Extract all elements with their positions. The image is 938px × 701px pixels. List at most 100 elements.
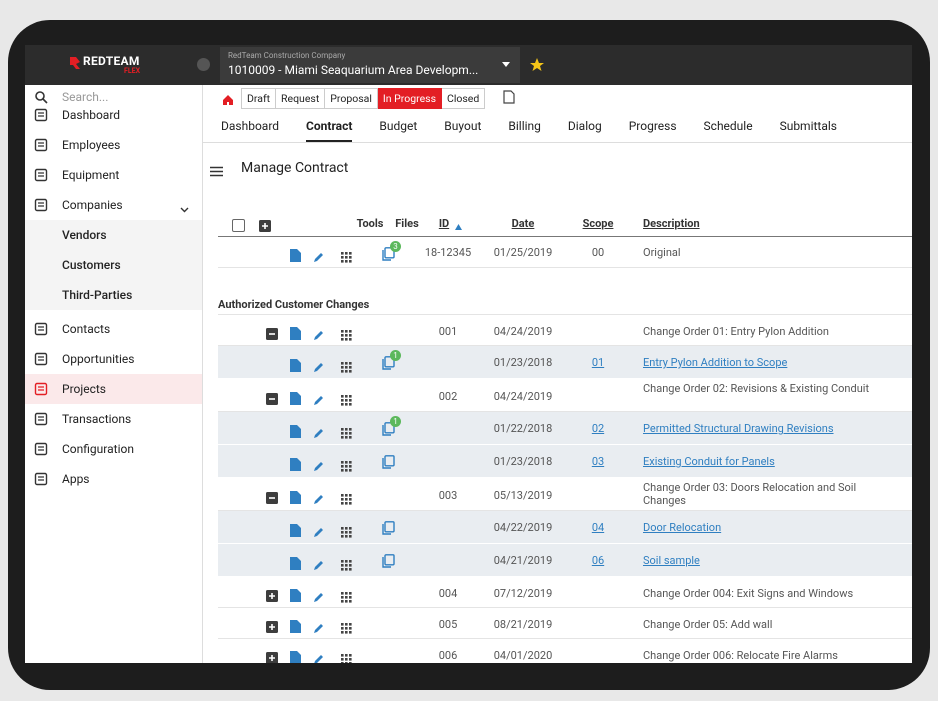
nav-item[interactable]: Projects	[25, 374, 202, 404]
nav-item[interactable]: Apps	[25, 464, 202, 494]
tools-icon[interactable]	[341, 523, 352, 538]
tab[interactable]: Budget	[379, 119, 418, 133]
document-icon[interactable]	[290, 649, 301, 663]
nav-item[interactable]: Equipment	[25, 160, 202, 190]
expand-button[interactable]	[266, 587, 278, 602]
home-icon[interactable]	[222, 91, 234, 105]
document-icon[interactable]	[290, 247, 301, 262]
status-step[interactable]: In Progress	[377, 88, 442, 109]
edit-icon[interactable]	[313, 326, 324, 340]
status-step[interactable]: Closed	[442, 88, 486, 109]
tab[interactable]: Submittals	[779, 119, 837, 133]
nav-item[interactable]: Dashboard	[25, 100, 202, 130]
tools-icon[interactable]	[341, 391, 352, 406]
tools-icon[interactable]	[341, 556, 352, 571]
document-icon[interactable]	[290, 357, 301, 372]
files-icon[interactable]	[382, 246, 395, 261]
tab[interactable]: Dashboard	[221, 119, 280, 133]
favorite-star[interactable]	[530, 58, 544, 72]
column-label: Files	[395, 217, 419, 230]
files-icon[interactable]	[382, 520, 395, 535]
submenu-item[interactable]: Third-Parties	[25, 280, 202, 310]
edit-icon[interactable]	[313, 650, 324, 663]
row-description[interactable]: Door Relocation	[643, 521, 722, 534]
tab[interactable]: Billing	[508, 119, 541, 133]
collapse-button[interactable]	[266, 390, 278, 405]
files-icon[interactable]	[382, 421, 395, 436]
tab[interactable]: Progress	[628, 119, 677, 133]
edit-icon[interactable]	[313, 619, 324, 633]
collapse-button[interactable]	[197, 58, 210, 71]
nav-icon	[34, 138, 48, 152]
document-icon[interactable]	[290, 390, 301, 405]
nav-item[interactable]: Transactions	[25, 404, 202, 434]
document-icon[interactable]	[290, 587, 301, 602]
edit-icon[interactable]	[313, 556, 324, 570]
row-description[interactable]: Permitted Structural Drawing Revisions	[643, 422, 834, 435]
change-item-row: 04/22/2019 04 Door Relocation	[218, 511, 912, 544]
edit-icon[interactable]	[313, 358, 324, 372]
tab[interactable]: Buyout	[444, 119, 482, 133]
document-icon[interactable]	[290, 325, 301, 340]
document-icon[interactable]	[290, 423, 301, 438]
expand-button[interactable]	[266, 618, 278, 633]
tools-icon[interactable]	[341, 490, 352, 505]
expand-button[interactable]	[266, 649, 278, 663]
nav-item[interactable]: Contacts	[25, 314, 202, 344]
files-icon[interactable]	[382, 454, 395, 469]
row-description[interactable]: Existing Conduit for Panels	[643, 455, 775, 468]
expand-button[interactable]	[259, 217, 271, 232]
edit-icon[interactable]	[313, 424, 324, 438]
edit-icon[interactable]	[313, 391, 324, 405]
collapse-button[interactable]	[266, 489, 278, 504]
edit-icon[interactable]	[313, 457, 324, 471]
column-header[interactable]: Description	[643, 217, 700, 230]
status-step[interactable]: Draft	[242, 88, 277, 109]
nav-item[interactable]: Opportunities	[25, 344, 202, 374]
nav-label: Third-Parties	[62, 288, 133, 302]
tools-icon[interactable]	[341, 619, 352, 634]
collapse-button[interactable]	[266, 325, 278, 340]
edit-icon[interactable]	[313, 248, 324, 262]
status-step[interactable]: Request	[276, 88, 326, 109]
submenu-item[interactable]: Customers	[25, 250, 202, 280]
tools-icon[interactable]	[341, 588, 352, 603]
document-icon[interactable]	[290, 618, 301, 633]
project-selector[interactable]: RedTeam Construction Company 1010009 - M…	[220, 47, 520, 83]
tab[interactable]: Dialog	[567, 119, 602, 133]
row-date: 04/21/2019	[493, 554, 553, 567]
tools-icon[interactable]	[341, 248, 352, 263]
tab[interactable]: Schedule	[703, 119, 753, 133]
edit-icon[interactable]	[313, 523, 324, 537]
menu-icon[interactable]	[210, 162, 223, 177]
column-header[interactable]: Scope	[573, 217, 623, 230]
column-header[interactable]: Date	[498, 217, 548, 230]
select-all-checkbox[interactable]	[232, 217, 245, 232]
row-description[interactable]: Entry Pylon Addition to Scope	[643, 356, 788, 369]
row-description[interactable]: Soil sample	[643, 554, 700, 567]
document-icon[interactable]	[290, 522, 301, 537]
company-name: RedTeam Construction Company	[228, 51, 346, 60]
files-icon[interactable]	[382, 355, 395, 370]
tools-icon[interactable]	[341, 358, 352, 373]
search-input[interactable]: Search...	[62, 90, 109, 104]
edit-icon[interactable]	[313, 588, 324, 602]
document-icon[interactable]	[290, 555, 301, 570]
document-icon[interactable]	[290, 489, 301, 504]
nav-item[interactable]: Companies	[25, 190, 202, 220]
tools-icon[interactable]	[341, 650, 352, 663]
edit-icon[interactable]	[313, 490, 324, 504]
tools-icon[interactable]	[341, 457, 352, 472]
nav-item[interactable]: Configuration	[25, 434, 202, 464]
tools-icon[interactable]	[341, 326, 352, 341]
tools-icon[interactable]	[341, 424, 352, 439]
document-icon[interactable]	[290, 456, 301, 471]
nav-label: Vendors	[62, 228, 107, 242]
status-doc-icon[interactable]	[503, 89, 515, 104]
files-icon[interactable]	[382, 553, 395, 568]
status-step[interactable]: Proposal	[325, 88, 378, 109]
tab[interactable]: Contract	[306, 119, 353, 142]
column-header[interactable]: ID	[419, 217, 469, 230]
nav-item[interactable]: Employees	[25, 130, 202, 160]
submenu-item[interactable]: Vendors	[25, 220, 202, 250]
